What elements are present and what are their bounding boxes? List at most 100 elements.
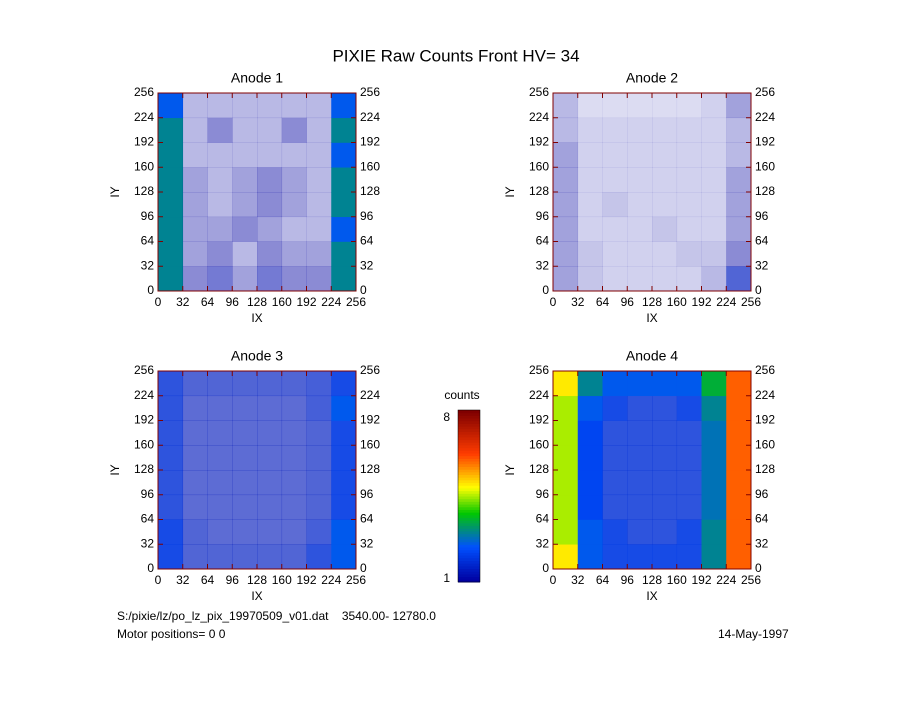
heat-cell xyxy=(158,241,184,267)
heat-cell xyxy=(577,494,603,520)
heat-cell xyxy=(232,192,258,218)
y-tick-label: 224 xyxy=(134,110,154,124)
colorbar-swatch xyxy=(458,418,480,422)
heat-cell xyxy=(158,445,184,471)
heat-cell xyxy=(306,216,332,242)
y-axis-label: IY xyxy=(503,186,517,197)
heat-cell xyxy=(232,117,258,143)
colorbar-swatch xyxy=(458,512,480,516)
heat-cell xyxy=(306,494,332,520)
colorbar-swatch xyxy=(458,431,480,435)
heat-cell xyxy=(331,494,357,520)
heat-cell xyxy=(257,519,283,545)
heat-cell xyxy=(676,420,702,446)
colorbar-frame xyxy=(457,409,481,583)
y-tick-label-right: 160 xyxy=(755,159,775,173)
colorbar-swatch xyxy=(458,552,480,556)
heat-cell xyxy=(577,142,603,168)
y-tick-label: 128 xyxy=(134,184,154,198)
heat-cell xyxy=(232,241,258,267)
colorbar-swatch xyxy=(458,458,480,462)
colorbar-swatch xyxy=(458,444,480,449)
y-axis-label: IY xyxy=(503,464,517,475)
heat-cell xyxy=(207,167,233,193)
heat-cell xyxy=(306,445,332,471)
y-tick-label: 96 xyxy=(141,487,155,501)
colorbar-swatch xyxy=(458,522,480,527)
y-tick-label: 224 xyxy=(134,388,154,402)
heat-cell xyxy=(652,519,678,545)
heat-cell xyxy=(652,117,678,143)
heat-cell xyxy=(602,494,628,520)
colorbar-swatch xyxy=(458,571,480,575)
x-tick-label: 256 xyxy=(346,573,366,587)
heat-cell xyxy=(158,117,184,143)
heat-cell xyxy=(331,371,357,397)
heat-cell xyxy=(182,192,208,218)
heat-cell xyxy=(726,142,752,168)
colorbar-swatch xyxy=(458,555,480,559)
x-tick-label: 64 xyxy=(596,573,610,587)
heat-cell xyxy=(701,241,727,267)
heat-cell xyxy=(257,192,283,218)
heat-cell xyxy=(257,266,283,292)
heat-cell xyxy=(306,192,332,218)
y-tick-label: 0 xyxy=(542,561,549,575)
heat-cell xyxy=(726,519,752,545)
heat-cell xyxy=(676,167,702,193)
colorbar-swatch xyxy=(458,426,480,430)
heat-cell xyxy=(627,395,653,421)
colorbar-swatch xyxy=(458,436,480,441)
y-tick-label: 128 xyxy=(529,462,549,476)
heat-cell xyxy=(306,266,332,292)
heat-cell xyxy=(602,395,628,421)
heat-cell xyxy=(701,142,727,168)
heat-cell xyxy=(701,93,727,119)
heat-cell xyxy=(676,142,702,168)
heat-cell xyxy=(182,445,208,471)
heat-cell xyxy=(306,420,332,446)
heat-cell xyxy=(726,420,752,446)
heat-cell xyxy=(158,494,184,520)
heat-cell xyxy=(553,445,579,471)
y-tick-label-right: 0 xyxy=(360,561,367,575)
heat-cell xyxy=(281,494,307,520)
y-tick-label-right: 64 xyxy=(360,512,374,526)
heat-cell xyxy=(701,371,727,397)
heat-cell xyxy=(331,142,357,168)
heat-cell xyxy=(577,395,603,421)
heat-cell xyxy=(553,420,579,446)
colorbar-swatch xyxy=(458,560,480,564)
y-tick-label-right: 256 xyxy=(755,85,775,99)
colorbar-swatch xyxy=(458,563,480,567)
heat-cell xyxy=(257,470,283,496)
page-title: PIXIE Raw Counts Front HV= 34 xyxy=(332,46,579,65)
heat-cell xyxy=(701,266,727,292)
heat-cell xyxy=(331,395,357,421)
heat-cell xyxy=(652,544,678,570)
heat-cell xyxy=(306,371,332,397)
heat-cell xyxy=(257,420,283,446)
x-tick-label: 192 xyxy=(296,573,316,587)
heat-cell xyxy=(182,241,208,267)
heat-cell xyxy=(652,395,678,421)
y-tick-label: 256 xyxy=(134,85,154,99)
colorbar-swatch xyxy=(458,469,480,473)
heat-cell xyxy=(577,117,603,143)
heat-cell xyxy=(577,371,603,397)
heat-cell xyxy=(701,445,727,471)
colorbar-swatch xyxy=(458,509,480,513)
y-tick-label: 160 xyxy=(529,159,549,173)
heat-cell xyxy=(602,420,628,446)
x-tick-label: 0 xyxy=(155,573,162,587)
heat-cell xyxy=(652,167,678,193)
y-tick-label-right: 96 xyxy=(360,487,374,501)
y-tick-label-right: 224 xyxy=(755,388,775,402)
heat-cell xyxy=(627,241,653,267)
colorbar-swatch xyxy=(458,487,480,492)
heat-cell xyxy=(207,470,233,496)
colorbar-swatch xyxy=(458,434,480,438)
heat-cell xyxy=(577,544,603,570)
heat-cell xyxy=(676,371,702,397)
file-note: S:/pixie/lz/po_lz_pix_19970509_v01.dat 3… xyxy=(117,609,436,623)
